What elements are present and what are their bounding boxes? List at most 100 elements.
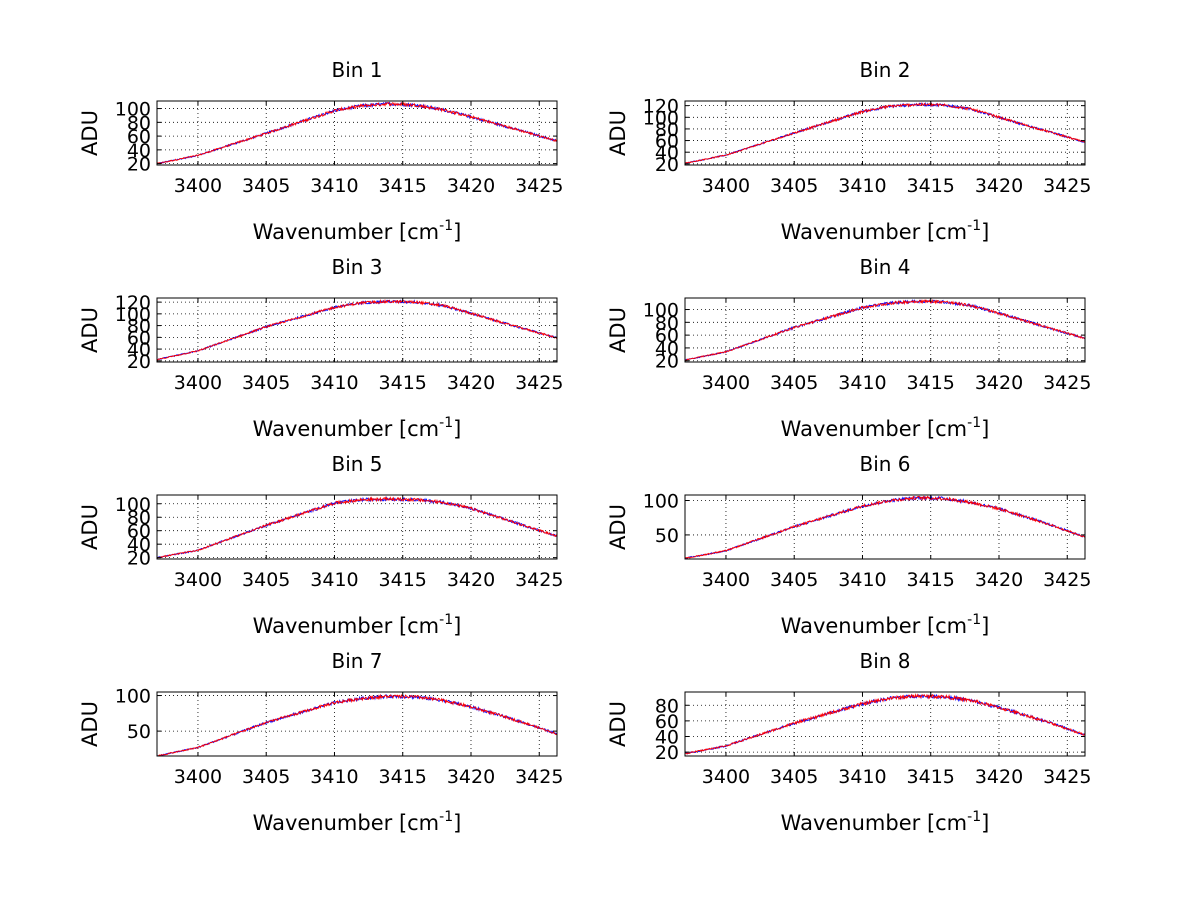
y-tick-label: 60 bbox=[127, 126, 151, 148]
x-tick-label: 3425 bbox=[1043, 766, 1091, 788]
subplot-title: Bin 8 bbox=[859, 649, 910, 673]
x-tick-label: 3405 bbox=[242, 175, 290, 197]
plot-frame bbox=[156, 494, 558, 560]
series-line-red bbox=[685, 693, 1085, 755]
y-axis-label: ADU bbox=[606, 504, 630, 550]
y-tick-label: 80 bbox=[655, 695, 679, 717]
y-tick-label: 80 bbox=[127, 316, 151, 338]
y-axis-label: ADU bbox=[606, 701, 630, 747]
x-tick-label: 3405 bbox=[770, 766, 818, 788]
x-tick-label: 3420 bbox=[447, 372, 495, 394]
y-axis-label: ADU bbox=[78, 110, 102, 156]
x-tick-label: 3425 bbox=[1043, 175, 1091, 197]
y-tick-label: 100 bbox=[115, 304, 151, 326]
x-tick-label: 3400 bbox=[702, 569, 750, 591]
y-tick-label: 100 bbox=[643, 491, 679, 513]
y-tick-label: 60 bbox=[655, 131, 679, 153]
subplot-bin-7: 3400 3405 3410 3415 3420 3425 50 100 Bin 7 Wavenu… bbox=[78, 649, 563, 835]
y-tick-label: 40 bbox=[655, 726, 679, 748]
x-axis-label: Wavenumber [cm-1] bbox=[781, 415, 990, 441]
x-tick-label: 3425 bbox=[1043, 569, 1091, 591]
x-tick-label: 3420 bbox=[975, 175, 1023, 197]
series-line-blue bbox=[685, 101, 1085, 164]
series-line-red bbox=[685, 102, 1085, 164]
x-tick-label: 3415 bbox=[379, 175, 427, 197]
series-line-blue bbox=[157, 693, 557, 756]
y-tick-label: 40 bbox=[127, 140, 151, 162]
x-tick-label: 3400 bbox=[702, 766, 750, 788]
x-tick-label: 3410 bbox=[310, 569, 358, 591]
x-tick-label: 3410 bbox=[310, 175, 358, 197]
y-tick-label: 80 bbox=[127, 507, 151, 529]
x-tick-label: 3405 bbox=[770, 569, 818, 591]
series-line-red bbox=[685, 298, 1085, 361]
y-tick-label: 50 bbox=[127, 721, 151, 743]
y-tick-label: 100 bbox=[115, 686, 151, 708]
x-tick-label: 3405 bbox=[242, 372, 290, 394]
series-line-blue bbox=[157, 495, 557, 559]
y-tick-label: 60 bbox=[127, 327, 151, 349]
x-tick-label: 3425 bbox=[515, 569, 563, 591]
y-tick-label: 80 bbox=[655, 312, 679, 334]
plot-frame bbox=[156, 297, 558, 363]
y-axis-label: ADU bbox=[78, 307, 102, 353]
x-tick-label: 3415 bbox=[907, 372, 955, 394]
y-tick-label: 100 bbox=[115, 494, 151, 516]
y-tick-label: 60 bbox=[127, 521, 151, 543]
series-line-red bbox=[157, 298, 557, 361]
y-tick-label: 20 bbox=[655, 742, 679, 764]
x-tick-label: 3410 bbox=[310, 372, 358, 394]
x-tick-label: 3420 bbox=[975, 766, 1023, 788]
y-tick-label: 120 bbox=[643, 96, 679, 118]
x-tick-label: 3420 bbox=[447, 175, 495, 197]
y-tick-label: 60 bbox=[655, 711, 679, 733]
subplot-title: Bin 5 bbox=[331, 452, 382, 476]
x-tick-label: 3405 bbox=[242, 569, 290, 591]
y-tick-label: 40 bbox=[655, 338, 679, 360]
x-tick-label: 3405 bbox=[242, 766, 290, 788]
x-tick-label: 3410 bbox=[838, 175, 886, 197]
x-tick-label: 3400 bbox=[702, 372, 750, 394]
x-tick-label: 3405 bbox=[770, 175, 818, 197]
x-tick-label: 3425 bbox=[1043, 372, 1091, 394]
series-line-blue bbox=[157, 101, 557, 165]
y-tick-label: 40 bbox=[655, 142, 679, 164]
subplot-title: Bin 4 bbox=[859, 255, 910, 279]
x-axis-label: Wavenumber [cm-1] bbox=[781, 218, 990, 244]
y-axis-label: ADU bbox=[606, 110, 630, 156]
x-tick-label: 3415 bbox=[379, 766, 427, 788]
x-axis-label: Wavenumber [cm-1] bbox=[253, 415, 462, 441]
x-tick-label: 3425 bbox=[515, 175, 563, 197]
y-tick-label: 100 bbox=[115, 99, 151, 121]
y-axis-label: ADU bbox=[78, 504, 102, 550]
plot-frame bbox=[684, 100, 1086, 166]
x-axis-label: Wavenumber [cm-1] bbox=[253, 218, 462, 244]
subplot-bin-6: 3400 3405 3410 3415 3420 3425 50 100 Bin 6 Wavenu… bbox=[606, 452, 1091, 638]
x-tick-label: 3400 bbox=[702, 175, 750, 197]
subplot-title: Bin 3 bbox=[331, 255, 382, 279]
series-line-red bbox=[157, 101, 557, 165]
subplot-title: Bin 7 bbox=[331, 649, 382, 673]
series-line-red bbox=[685, 495, 1085, 559]
y-tick-label: 50 bbox=[655, 525, 679, 547]
y-tick-label: 20 bbox=[127, 154, 151, 176]
x-tick-label: 3410 bbox=[838, 372, 886, 394]
y-tick-label: 60 bbox=[655, 325, 679, 347]
x-tick-label: 3420 bbox=[975, 569, 1023, 591]
plot-frame bbox=[684, 691, 1086, 757]
x-tick-label: 3400 bbox=[174, 766, 222, 788]
x-axis-label: Wavenumber [cm-1] bbox=[253, 612, 462, 638]
x-axis-label: Wavenumber [cm-1] bbox=[781, 809, 990, 835]
x-tick-label: 3415 bbox=[907, 175, 955, 197]
x-tick-label: 3415 bbox=[379, 372, 427, 394]
subplot-title: Bin 2 bbox=[859, 58, 910, 82]
y-tick-label: 20 bbox=[655, 351, 679, 373]
x-tick-label: 3410 bbox=[310, 766, 358, 788]
x-tick-label: 3415 bbox=[907, 766, 955, 788]
